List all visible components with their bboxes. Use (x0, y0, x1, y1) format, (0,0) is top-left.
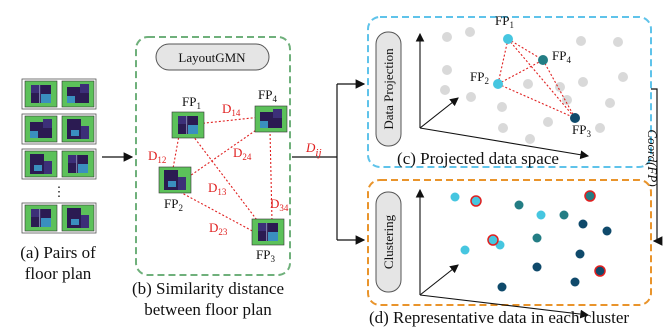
layoutgmn-badge (155, 43, 270, 71)
representative-navy (594, 265, 606, 277)
fp4-label: FP4 (258, 87, 277, 104)
clustering-panel-border (367, 179, 652, 306)
floor-plan-pair (21, 113, 97, 145)
caption-a-line1: (a) Pairs of (20, 243, 96, 262)
caption-b-line2: between floor plan (144, 300, 272, 319)
edge-d23 (179, 191, 259, 235)
representative-cyan-top (470, 195, 482, 207)
fp3-label: FP3 (256, 247, 275, 264)
projection-panel-border (367, 16, 652, 168)
similarity-panel-border (135, 36, 291, 276)
layoutgmn-label: LayoutGMN (178, 50, 246, 65)
coord-label: Coord(FP) (645, 129, 660, 186)
edge-d13 (189, 131, 267, 233)
point-fp4 (538, 55, 548, 65)
point-fp3 (570, 113, 580, 123)
projection-label-fp1: FP1 (495, 13, 514, 30)
caption-b-line1: (b) Similarity distance (132, 279, 284, 298)
representative-cyan (487, 234, 499, 246)
point-fp2 (493, 79, 503, 89)
coord-connector: Coord(FP) (645, 88, 663, 246)
projection-label-fp2: FP2 (470, 69, 489, 86)
pairs-column: ⋮ (a) Pairs of floor plan (20, 78, 97, 283)
similarity-panel: LayoutGMN FP1 FP4 FP2 FP3 D14 D12 D24 D1… (132, 36, 291, 319)
projection-badge (375, 31, 402, 147)
projection-edges (497, 38, 576, 119)
projection-label: Data Projection (381, 48, 396, 130)
distance-label-d14: D14 (222, 101, 241, 118)
clustering-badge (375, 191, 402, 293)
floor-plan-pair (21, 148, 97, 180)
distance-label-d24: D24 (233, 145, 252, 162)
cluster-navy (497, 219, 612, 292)
distance-label-d34: D34 (270, 196, 289, 213)
dij-connector: Dij (292, 79, 366, 245)
dij-label: Dij (305, 140, 322, 159)
cluster-teal (514, 200, 569, 243)
projection-label-fp3: FP3 (572, 122, 591, 139)
distance-label-d12: D12 (148, 148, 166, 165)
clustering-axes (415, 188, 590, 319)
edge-d34 (269, 129, 273, 223)
background-points (440, 27, 628, 144)
caption-c: (c) Projected data space (397, 149, 559, 168)
fp2-label: FP2 (164, 196, 183, 213)
fp1-label: FP1 (182, 94, 201, 111)
representative-points (470, 190, 606, 277)
projection-label-fp4: FP4 (552, 48, 571, 65)
clustering-panel: Clustering (367, 179, 652, 319)
floor-plan-pair (21, 78, 97, 110)
floor-plan-pair (21, 202, 97, 234)
point-fp1 (503, 34, 513, 44)
projection-axes (415, 32, 590, 160)
caption-d: (d) Representative data in each cluster (369, 308, 629, 327)
projection-panel: Data Projection FP1 (367, 13, 652, 168)
representative-teal (584, 190, 596, 202)
cluster-cyan (450, 192, 546, 255)
clustering-label: Clustering (381, 214, 396, 269)
edge-d12 (169, 129, 181, 186)
ellipsis: ⋮ (53, 184, 66, 199)
distance-label-d23: D23 (209, 220, 228, 237)
caption-a-line2: floor plan (25, 264, 92, 283)
distance-label-d13: D13 (208, 180, 227, 197)
